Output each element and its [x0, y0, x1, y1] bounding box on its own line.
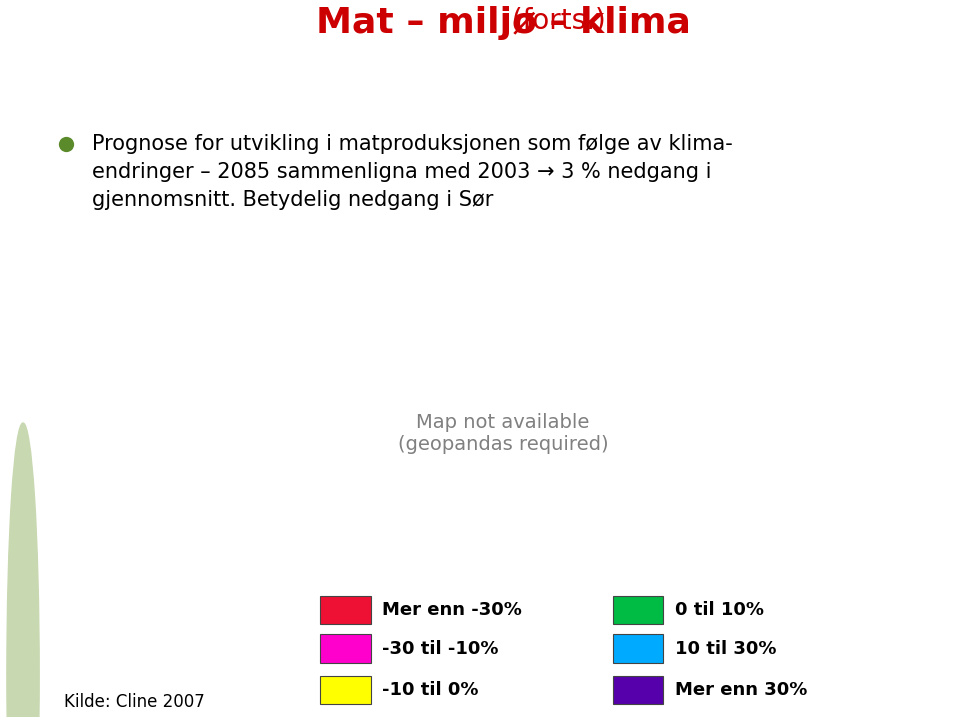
Text: 0 til 10%: 0 til 10% [675, 601, 764, 619]
FancyBboxPatch shape [321, 596, 371, 624]
Text: UNIVERSITETET FOR MILJØ- OG BIOVITENSKAP (UMB): UNIVERSITETET FOR MILJØ- OG BIOVITENSKAP… [20, 401, 26, 574]
Text: Kilde: Cline 2007: Kilde: Cline 2007 [64, 693, 205, 711]
Text: Mer enn 30%: Mer enn 30% [675, 681, 807, 699]
FancyBboxPatch shape [612, 635, 663, 663]
Text: 10 til 30%: 10 til 30% [675, 640, 777, 657]
Text: -10 til 0%: -10 til 0% [382, 681, 479, 699]
Text: Institutt for internasjonale miljø- og utviklingsstudier: Institutt for internasjonale miljø- og u… [20, 87, 26, 272]
Text: Mat – miljø – klima: Mat – miljø – klima [316, 6, 690, 40]
Text: Prognose for utvikling i matproduksjonen som følge av klima-
endringer – 2085 sa: Prognose for utvikling i matproduksjonen… [92, 134, 732, 210]
Text: Mer enn -30%: Mer enn -30% [382, 601, 522, 619]
FancyBboxPatch shape [321, 675, 371, 704]
Text: (forts.): (forts.) [503, 6, 606, 34]
FancyBboxPatch shape [612, 675, 663, 704]
Text: -30 til -10%: -30 til -10% [382, 640, 499, 657]
Text: Map not available
(geopandas required): Map not available (geopandas required) [397, 413, 609, 455]
Circle shape [7, 423, 39, 717]
Text: 15: 15 [14, 668, 32, 681]
FancyBboxPatch shape [321, 635, 371, 663]
FancyBboxPatch shape [612, 596, 663, 624]
